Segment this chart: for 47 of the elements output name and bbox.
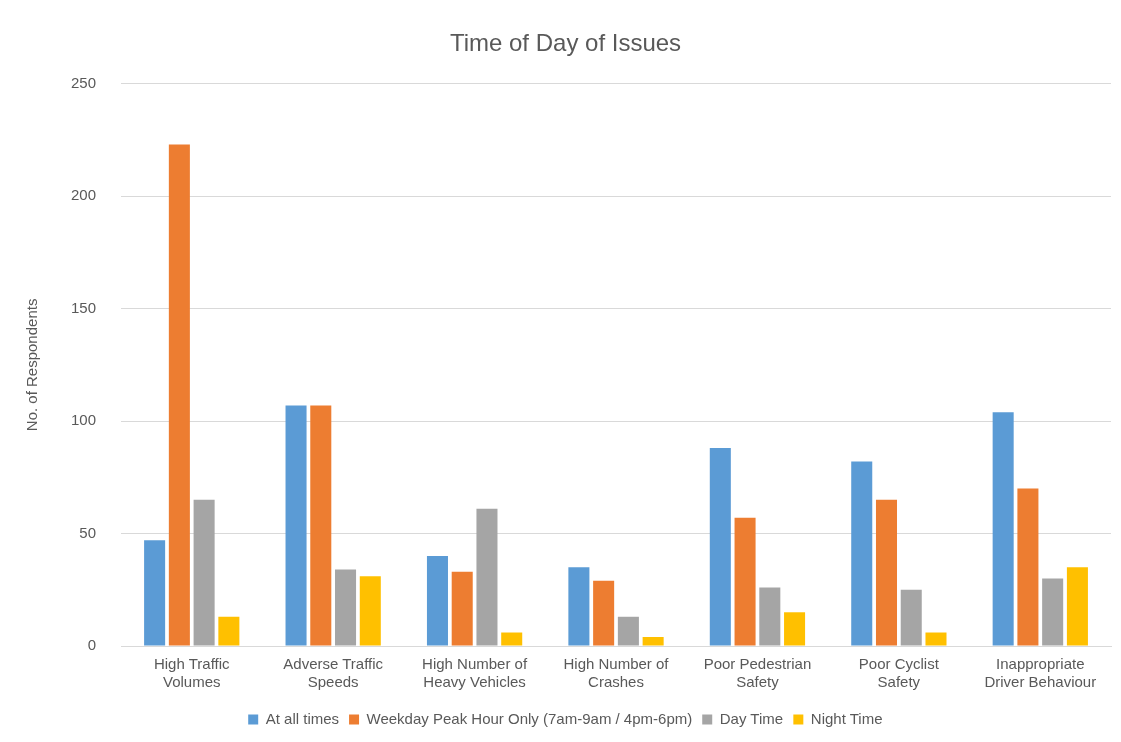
legend-label: Night Time <box>810 709 883 727</box>
bar <box>144 540 166 646</box>
bar <box>476 508 498 646</box>
x-tick-label: Poor Cyclist Safety <box>858 655 940 691</box>
bar <box>335 569 357 646</box>
y-tick-label: 250 <box>71 73 97 91</box>
bar <box>709 448 731 646</box>
bar <box>426 556 448 646</box>
y-axis-title: No. of Respondents <box>23 298 41 432</box>
bar <box>218 616 240 646</box>
bar <box>784 612 806 646</box>
bar <box>734 517 756 646</box>
x-tick-label: Poor Pedestrian Safety <box>703 655 812 691</box>
bar <box>900 589 922 646</box>
bar <box>1017 488 1039 646</box>
bar <box>193 499 215 646</box>
bar <box>1042 578 1064 646</box>
y-tick-label: 50 <box>79 523 97 541</box>
bar <box>851 461 873 646</box>
bar <box>451 571 473 646</box>
bar <box>568 567 590 646</box>
bar <box>310 405 332 646</box>
bar <box>501 632 523 646</box>
y-tick-label: 150 <box>71 298 97 316</box>
bar <box>168 144 190 646</box>
bar <box>992 412 1014 646</box>
chart-title: Time of Day of Issues <box>449 29 682 57</box>
y-tick-label: 100 <box>71 411 97 429</box>
bar <box>1066 567 1088 646</box>
bar <box>642 637 664 646</box>
x-tick-label: High Number of Crashes <box>563 655 670 691</box>
bar <box>593 580 615 646</box>
bar <box>617 616 639 646</box>
bar <box>925 632 947 646</box>
legend-label: Day Time <box>719 709 784 727</box>
legend-label: At all times <box>265 709 340 727</box>
x-tick-label: Adverse Traffic Speeds <box>283 655 384 691</box>
x-tick-label: High Number of Heavy Vehicles <box>422 655 528 691</box>
legend-label: Weekday Peak Hour Only (7am-9am / 4pm-6pm) <box>366 709 693 727</box>
bar <box>875 499 898 646</box>
x-tick-label: Inappropriate Driver Behaviour <box>984 655 1097 691</box>
y-tick-label: 200 <box>71 186 97 204</box>
x-tick-label: High Traffic Volumes <box>153 655 231 691</box>
y-tick-label: 0 <box>87 636 97 654</box>
bar <box>285 405 307 646</box>
bar <box>759 587 781 646</box>
bar <box>359 576 381 646</box>
